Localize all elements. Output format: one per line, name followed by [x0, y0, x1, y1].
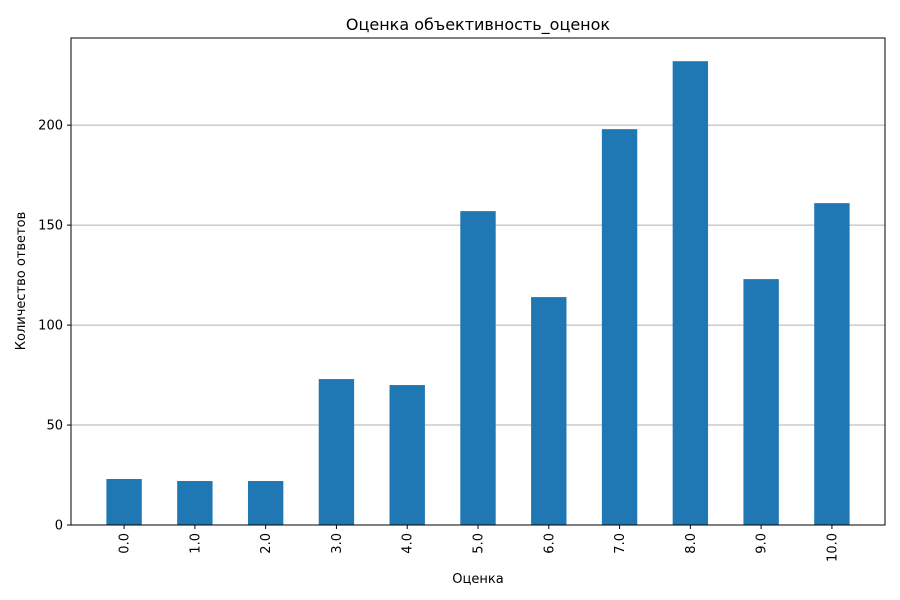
bar: [177, 481, 213, 525]
x-axis-ticks: 0.0 1.0 2.0 3.0 4.0 5.0 6.0 7.0 8.0 9.0 10.0: [118, 525, 840, 562]
bar: [601, 129, 638, 525]
bar: [389, 385, 425, 525]
bar: [460, 211, 496, 525]
bar: [106, 479, 142, 525]
bar: [247, 481, 284, 525]
x-tick-label: 5.0: [472, 533, 487, 554]
x-tick-label: 9.0: [755, 533, 770, 554]
y-axis-ticks: 0 50 100 150 200: [38, 119, 71, 534]
y-tick-label: 0: [55, 519, 63, 534]
x-tick-label: 0.0: [118, 533, 133, 554]
x-tick-label: 3.0: [330, 533, 345, 554]
y-tick-label: 100: [38, 319, 63, 334]
x-tick-label: 1.0: [188, 533, 203, 554]
y-axis-title: Количество ответов: [14, 212, 29, 350]
x-tick-label: 10.0: [825, 533, 840, 562]
x-tick-label: 8.0: [684, 533, 699, 554]
x-tick-label: 4.0: [401, 533, 416, 554]
x-tick-label: 7.0: [613, 533, 628, 554]
x-tick-label: 6.0: [542, 533, 557, 554]
bar: [531, 297, 567, 525]
x-tick-label: 2.0: [259, 533, 274, 554]
bar: [743, 279, 779, 525]
y-tick-label: 150: [38, 219, 63, 234]
bars: [106, 61, 850, 525]
y-tick-label: 50: [46, 419, 63, 434]
bar: [318, 379, 355, 525]
y-tick-label: 200: [38, 119, 63, 134]
bar: [814, 203, 850, 525]
bar: [672, 61, 709, 525]
x-axis-title: Оценка: [452, 572, 503, 587]
chart-title: Оценка объективность_оценок: [346, 15, 611, 35]
